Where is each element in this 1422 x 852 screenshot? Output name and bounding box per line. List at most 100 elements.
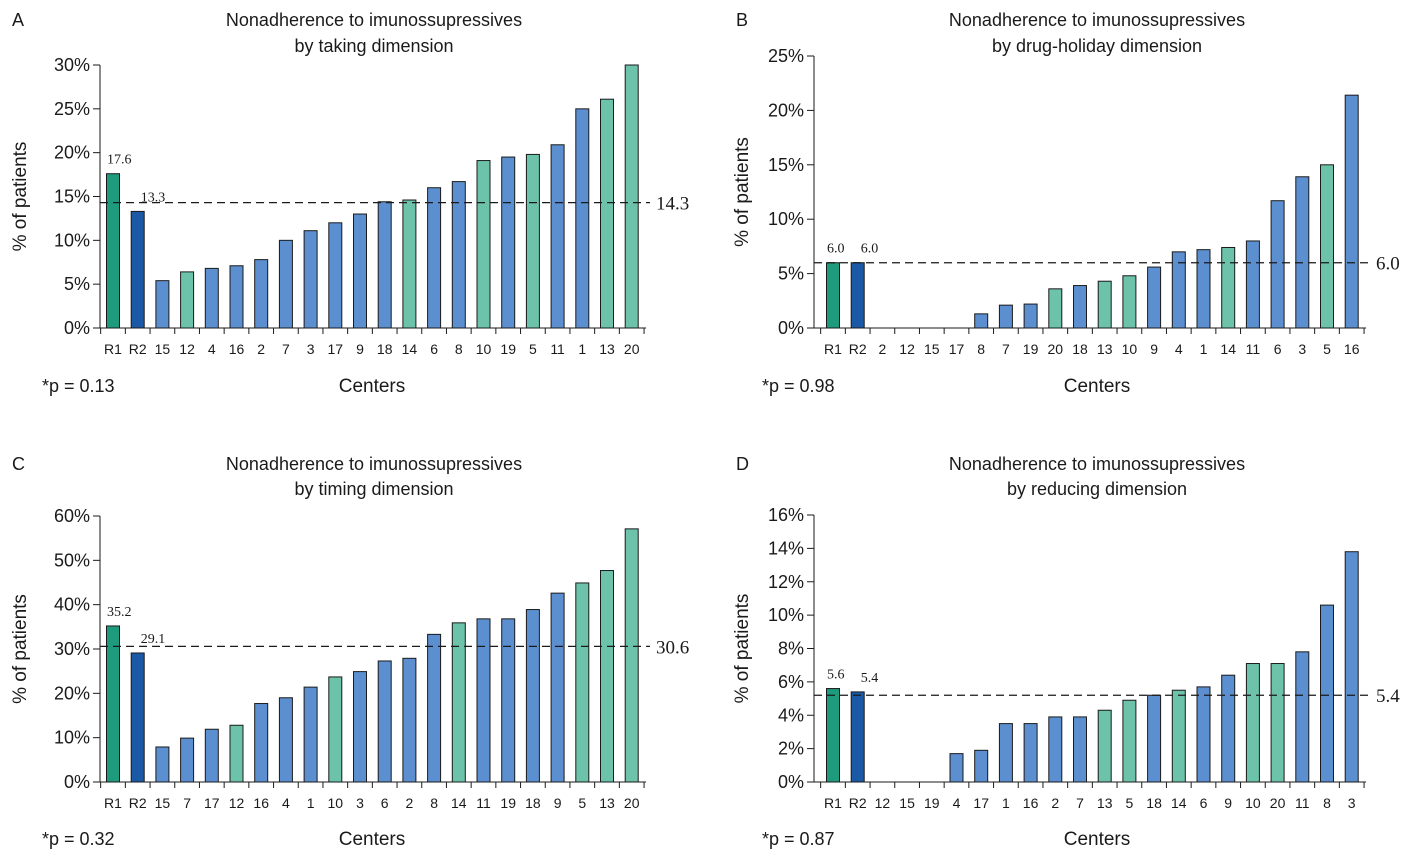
x-tick-label: 20 [624, 341, 640, 357]
bar-value-label: 17.6 [107, 153, 132, 168]
x-tick-label: 19 [924, 795, 940, 811]
x-tick-label: 11 [1246, 341, 1261, 357]
y-tick-label: 16% [768, 505, 804, 525]
x-tick-label: 19 [500, 795, 516, 811]
bar-r2 [850, 691, 865, 783]
x-tick-label: 14 [1220, 341, 1236, 357]
x-tick-label: 20 [624, 795, 640, 811]
p-value-label: *p = 0.98 [762, 376, 835, 396]
x-tick-label: 3 [1298, 341, 1306, 357]
chart-panel-d: D Nonadherence to imunossupressives by red… [732, 454, 1400, 850]
bar-20 [624, 64, 639, 329]
bar-10 [476, 160, 491, 329]
bar-19 [501, 156, 516, 329]
y-tick-label: 10% [768, 209, 804, 229]
x-tick-label: 14 [402, 341, 418, 357]
y-tick-label: 25% [54, 99, 90, 119]
x-tick-label: 2 [879, 341, 887, 357]
x-tick-label: 15 [924, 341, 940, 357]
x-tick-label: 15 [899, 795, 915, 811]
bar-r1 [106, 173, 120, 329]
x-tick-label: 15 [155, 341, 171, 357]
x-tick-label: R2 [849, 341, 867, 357]
bar-18 [525, 609, 540, 783]
bar-5 [525, 153, 540, 329]
x-tick-label: 2 [257, 341, 265, 357]
bar-19 [1023, 303, 1038, 329]
y-tick-label: 40% [54, 595, 90, 615]
y-axis-label: % of patients [732, 594, 753, 704]
x-tick-label: 20 [1270, 795, 1286, 811]
bar-6 [377, 660, 392, 783]
bar-20 [1270, 663, 1285, 783]
bar-r2 [850, 262, 865, 329]
y-tick-label: 20% [54, 683, 90, 703]
x-tick-label: 9 [1224, 795, 1232, 811]
bar-7 [998, 304, 1013, 329]
x-tick-label: 4 [282, 795, 290, 811]
bar-6 [427, 187, 442, 329]
bar-9 [550, 592, 565, 783]
bar-8 [451, 181, 466, 329]
bar-5 [575, 582, 590, 783]
chart-title-line: Nonadherence to imunossupressives [949, 454, 1245, 474]
x-tick-label: 3 [356, 795, 364, 811]
bar-1 [575, 108, 590, 329]
y-tick-label: 6% [778, 672, 804, 692]
x-tick-label: 20 [1048, 341, 1064, 357]
bar-13 [1097, 280, 1112, 329]
y-tick-label: 25% [768, 46, 804, 66]
x-tick-label: 8 [455, 341, 463, 357]
bar-value-label: 29.1 [141, 632, 166, 647]
x-tick-label: 2 [1051, 795, 1059, 811]
bar-7 [180, 737, 195, 783]
x-tick-label: 8 [977, 341, 985, 357]
bar-7 [1073, 716, 1087, 783]
bar-17 [328, 222, 343, 329]
bar-3 [1295, 176, 1310, 329]
y-tick-label: 20% [54, 143, 90, 163]
x-tick-label: 11 [550, 341, 565, 357]
bar-value-label: 35.2 [107, 605, 132, 620]
y-tick-label: 5% [64, 274, 90, 294]
x-tick-label: 5 [1126, 795, 1134, 811]
reference-line-label: 30.6 [656, 637, 689, 658]
p-value-label: *p = 0.13 [42, 376, 115, 396]
x-tick-label: 13 [1097, 341, 1113, 357]
x-tick-label: 10 [476, 341, 492, 357]
bar-18 [1073, 285, 1087, 329]
y-tick-label: 50% [54, 550, 90, 570]
x-tick-label: 4 [953, 795, 961, 811]
x-tick-label: 14 [451, 795, 467, 811]
x-axis-label: Centers [339, 829, 406, 850]
y-tick-label: 4% [778, 705, 804, 725]
bar-1 [1196, 249, 1211, 329]
bar-11 [1295, 651, 1310, 783]
bar-6 [1196, 686, 1211, 783]
x-tick-label: 16 [229, 341, 245, 357]
bar-13 [1097, 709, 1112, 783]
x-tick-label: 12 [229, 795, 245, 811]
bar-20 [624, 528, 639, 783]
y-tick-label: 2% [778, 739, 804, 759]
bar-11 [550, 144, 565, 329]
x-tick-label: 6 [381, 795, 389, 811]
x-tick-label: 12 [899, 341, 915, 357]
x-tick-label: 3 [1348, 795, 1356, 811]
bar-3 [1344, 551, 1359, 783]
x-tick-label: 16 [253, 795, 269, 811]
x-tick-label: 18 [1072, 341, 1088, 357]
reference-line-label: 5.4 [1376, 686, 1400, 707]
chart-title-line: by timing dimension [294, 479, 453, 499]
bar-18 [377, 201, 392, 329]
x-tick-label: 17 [973, 795, 989, 811]
bar-11 [1245, 240, 1260, 329]
x-tick-label: 1 [578, 341, 586, 357]
y-tick-label: 15% [54, 187, 90, 207]
bar-14 [451, 622, 466, 783]
chart-title-line: by reducing dimension [1007, 479, 1187, 499]
bar-14 [1221, 246, 1236, 329]
x-tick-label: 13 [599, 795, 615, 811]
x-tick-label: 10 [328, 795, 344, 811]
x-tick-label: 1 [1002, 795, 1010, 811]
